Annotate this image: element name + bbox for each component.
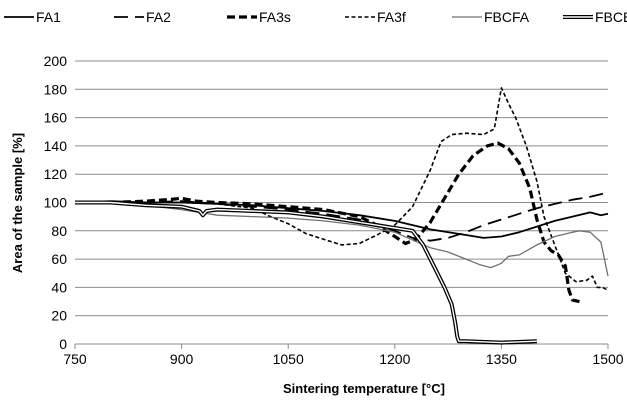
legend-label-fbcfa: FBCFA	[484, 9, 530, 25]
legend-label-fa1: FA1	[36, 9, 61, 25]
x-axis-title: Sintering temperature [°C]	[283, 381, 445, 396]
y-tick-label: 80	[51, 223, 67, 239]
series-line-fbcba	[75, 200, 537, 345]
series-line-fa3s	[75, 141, 580, 304]
y-tick-label: 40	[51, 279, 67, 295]
y-tick-label: 20	[51, 308, 67, 324]
plot-area	[75, 87, 609, 345]
tick-labels: 0 20 40 60 80 100 120 140 160 180 200 750 900 1050 120…	[44, 53, 624, 367]
y-tick-label: 160	[44, 110, 68, 126]
y-tick-label: 100	[44, 195, 68, 211]
y-tick-label: 120	[44, 166, 68, 182]
series-line-fbcba-inner	[75, 201, 537, 344]
y-tick-label: 140	[44, 138, 68, 154]
gridlines	[75, 60, 608, 317]
y-tick-label: 0	[59, 336, 67, 352]
series-line-fa2	[75, 191, 609, 242]
legend: FA1 FA2 FA3s FA3f FBCFA FBCBA	[4, 9, 627, 25]
legend-label-fa3s: FA3s	[259, 9, 291, 25]
y-tick-label: 180	[44, 81, 68, 97]
x-tick-label: 1200	[379, 351, 410, 367]
y-tick-label: 60	[51, 251, 67, 267]
y-axis-title: Area of the sample [%]	[10, 133, 25, 273]
axes	[74, 343, 609, 349]
x-tick-label: 900	[170, 351, 194, 367]
y-tick-label: 200	[44, 53, 68, 69]
x-tick-label: 1350	[486, 351, 517, 367]
legend-label-fbcba: FBCBA	[595, 9, 627, 25]
x-tick-label: 1500	[592, 351, 623, 367]
x-tick-label: 750	[63, 351, 87, 367]
legend-label-fa2: FA2	[146, 9, 171, 25]
x-tick-label: 1050	[273, 351, 304, 367]
legend-label-fa3f: FA3f	[377, 9, 406, 25]
series-line-fa3f	[75, 87, 609, 291]
